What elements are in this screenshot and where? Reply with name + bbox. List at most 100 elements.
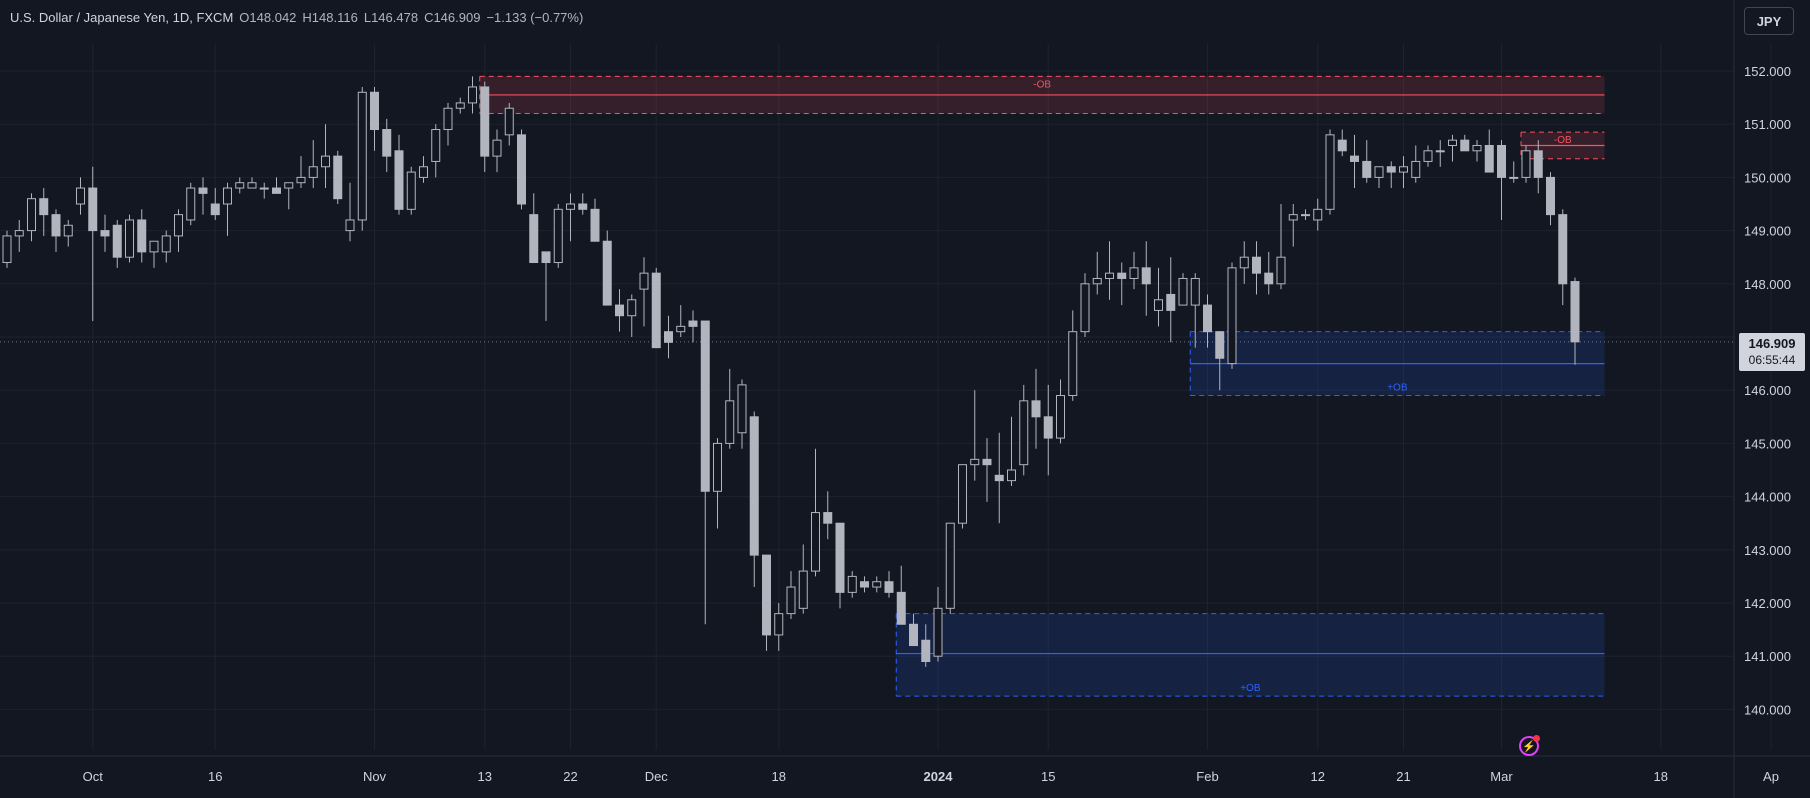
candle bbox=[284, 182, 294, 210]
zone-fill bbox=[896, 613, 1605, 697]
y-tick-label: 148.000 bbox=[1744, 277, 1791, 292]
x-tick-label: 15 bbox=[1041, 769, 1055, 784]
candle-body bbox=[1546, 176, 1555, 216]
candle bbox=[553, 204, 563, 268]
candle-body bbox=[247, 182, 257, 189]
candle-body bbox=[370, 91, 379, 131]
x-tick-label: 16 bbox=[208, 769, 222, 784]
candle-body bbox=[1399, 166, 1408, 173]
x-tick-label: 18 bbox=[772, 769, 786, 784]
candle bbox=[1546, 172, 1555, 226]
candle bbox=[688, 310, 698, 343]
candle-body bbox=[921, 639, 931, 663]
candle-body bbox=[725, 400, 735, 444]
low-label: L bbox=[363, 10, 372, 25]
candle-body bbox=[1276, 256, 1286, 285]
candle-body bbox=[762, 554, 771, 636]
candle-body bbox=[1252, 256, 1261, 274]
candle-body bbox=[321, 155, 330, 168]
candle-body bbox=[480, 86, 490, 157]
candle bbox=[455, 97, 465, 114]
candle-body bbox=[713, 442, 722, 492]
candle-body bbox=[994, 474, 1004, 482]
candle bbox=[1509, 161, 1519, 183]
candle-body bbox=[945, 522, 955, 609]
candle-body bbox=[1031, 400, 1041, 418]
y-tick-label: 152.000 bbox=[1744, 64, 1791, 79]
candle bbox=[921, 624, 931, 667]
candle-body bbox=[737, 384, 747, 434]
candle bbox=[1239, 241, 1249, 284]
candle-body bbox=[14, 230, 24, 237]
candle bbox=[137, 209, 147, 263]
x-tick-label: Dec bbox=[645, 769, 669, 784]
x-tick-label: 2024 bbox=[924, 769, 954, 784]
candle-body bbox=[1080, 283, 1090, 333]
zone-label: +OB bbox=[1240, 683, 1261, 694]
candle-body bbox=[1227, 267, 1237, 365]
candle-body bbox=[382, 129, 392, 157]
candle bbox=[186, 182, 196, 226]
candle-body bbox=[357, 91, 367, 221]
candle-body bbox=[1350, 155, 1359, 162]
candle bbox=[590, 198, 600, 242]
candle-body bbox=[590, 208, 600, 242]
candle bbox=[872, 576, 882, 593]
candle bbox=[1141, 241, 1151, 316]
candle bbox=[529, 193, 539, 264]
candle-body bbox=[1117, 272, 1127, 279]
candle-body bbox=[1264, 272, 1274, 285]
candle-body bbox=[602, 240, 612, 306]
candle-body bbox=[125, 219, 134, 258]
candle-body bbox=[749, 416, 759, 556]
candle bbox=[651, 267, 661, 349]
zone-label: -OB bbox=[1033, 79, 1051, 90]
candle bbox=[27, 193, 36, 242]
candle bbox=[1497, 140, 1506, 220]
candle-body bbox=[529, 214, 539, 264]
candle bbox=[909, 613, 918, 647]
candle bbox=[1374, 166, 1384, 189]
candle bbox=[1276, 204, 1286, 290]
y-tick-label: 141.000 bbox=[1744, 649, 1791, 664]
currency-button[interactable]: JPY bbox=[1744, 7, 1794, 35]
last-price-value: 146.909 bbox=[1748, 336, 1796, 351]
candle-body bbox=[860, 581, 869, 588]
last-price-label: 146.909 06:55:44 bbox=[1739, 333, 1805, 371]
candle-body bbox=[1019, 400, 1029, 466]
candle bbox=[76, 177, 85, 215]
candle bbox=[578, 193, 588, 215]
candle bbox=[786, 571, 796, 619]
candle bbox=[1227, 262, 1237, 369]
y-tick-label: 143.000 bbox=[1744, 543, 1791, 558]
candle-body bbox=[1472, 144, 1482, 152]
chart-legend: U.S. Dollar / Japanese Yen, 1D, FXCM O148… bbox=[10, 10, 589, 25]
candle-body bbox=[1068, 331, 1078, 397]
candle-body bbox=[1497, 144, 1506, 178]
candle bbox=[1423, 145, 1433, 167]
candle-body bbox=[1301, 214, 1310, 217]
candle-body bbox=[774, 613, 784, 636]
candle-body bbox=[1423, 150, 1433, 162]
candle-body bbox=[700, 320, 710, 492]
x-tick-label: 12 bbox=[1311, 769, 1325, 784]
candle-body bbox=[1007, 469, 1016, 482]
candle-body bbox=[76, 187, 85, 205]
candle-body bbox=[517, 134, 526, 205]
candle-body bbox=[933, 607, 943, 657]
lightning-icon[interactable]: ⚡ bbox=[1519, 735, 1540, 756]
candle bbox=[161, 230, 171, 263]
candle bbox=[468, 76, 477, 114]
x-tick-label: Feb bbox=[1196, 769, 1218, 784]
candle bbox=[541, 251, 551, 322]
candle-body bbox=[1362, 160, 1372, 178]
y-tick-label: 142.000 bbox=[1744, 596, 1791, 611]
candle-body bbox=[553, 208, 563, 264]
candle bbox=[762, 554, 771, 651]
x-tick-label: Oct bbox=[83, 769, 104, 784]
candle bbox=[357, 86, 367, 231]
candle bbox=[1056, 379, 1065, 444]
candle-body bbox=[1325, 134, 1335, 210]
candle-body bbox=[455, 102, 465, 109]
